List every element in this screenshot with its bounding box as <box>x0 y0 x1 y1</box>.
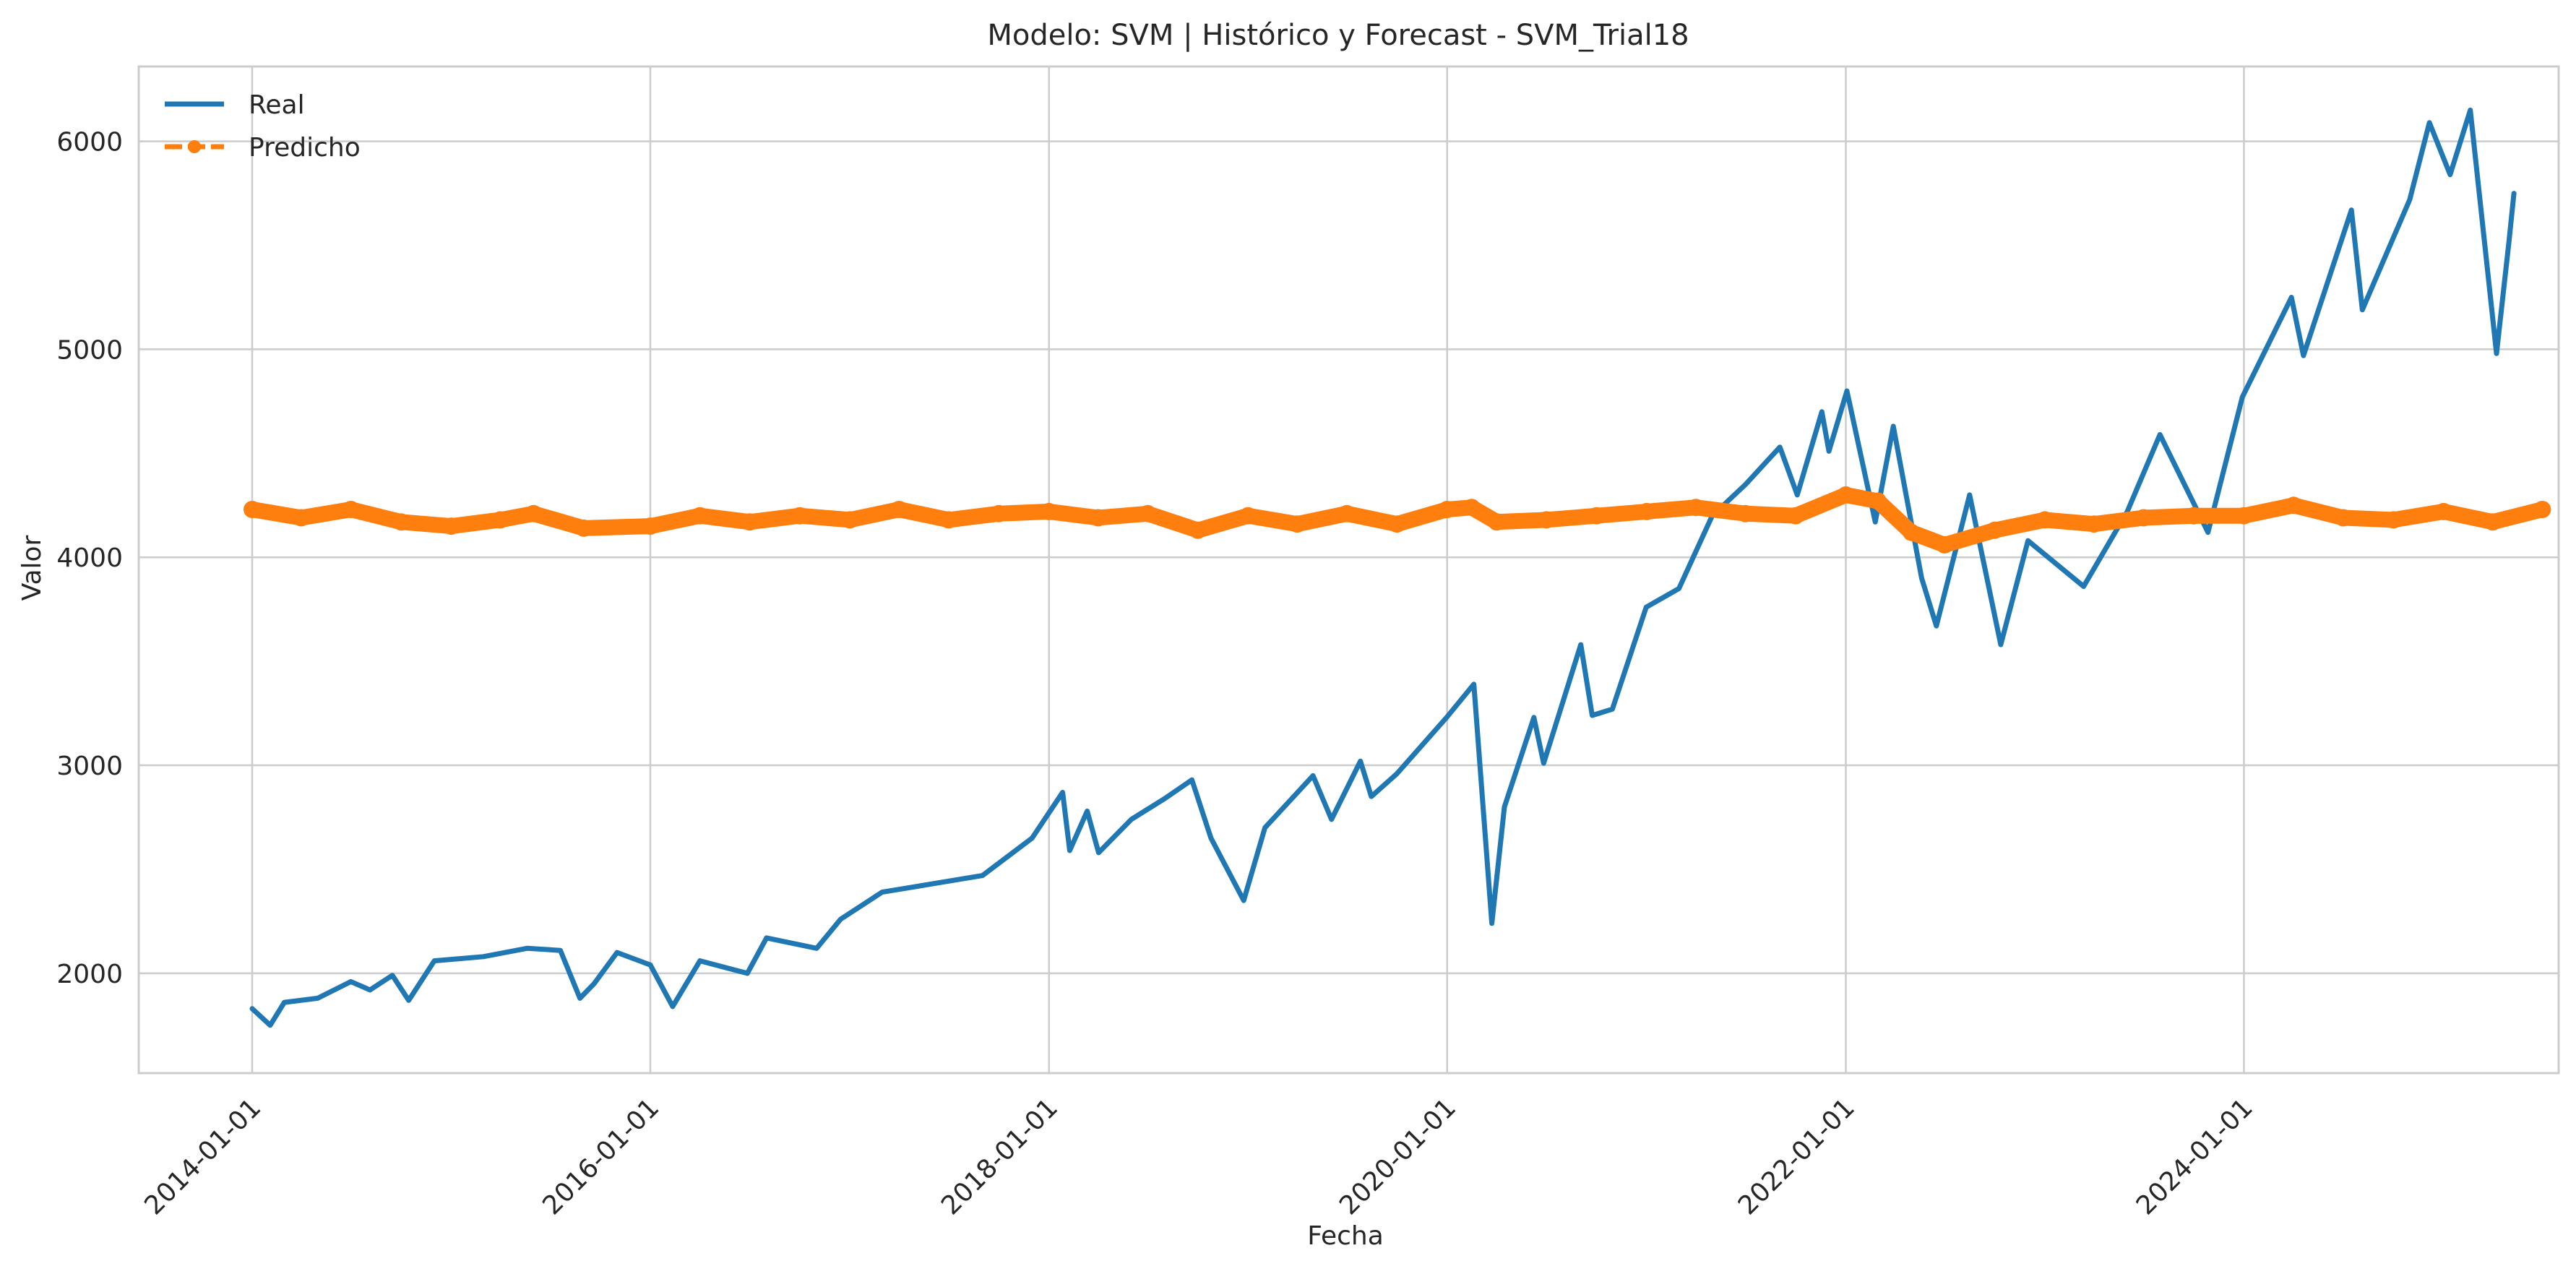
data-point-predicho <box>1488 513 1506 531</box>
data-point-predicho <box>2036 511 2054 529</box>
data-point-predicho <box>1936 536 1954 554</box>
data-point-predicho <box>1189 521 1207 539</box>
data-point-predicho <box>292 509 310 527</box>
data-point-predicho <box>1089 509 1107 527</box>
legend: Real Predicho <box>165 90 361 163</box>
data-point-predicho <box>841 511 859 529</box>
series-line-real <box>249 107 2517 1028</box>
legend-marker-predicho <box>188 140 201 153</box>
plot-frame <box>137 65 2560 1075</box>
series-layer <box>244 107 2551 1028</box>
data-point-predicho <box>1736 504 1754 522</box>
data-point-predicho <box>491 511 509 529</box>
data-point-predicho <box>525 504 543 522</box>
data-point-predicho <box>1438 501 1456 518</box>
data-point-predicho <box>939 511 957 529</box>
data-point-predicho <box>1239 507 1257 525</box>
data-point-predicho <box>2085 515 2103 533</box>
data-point-predicho <box>1337 504 1356 522</box>
data-point-predicho <box>1463 499 1481 517</box>
data-point-predicho <box>1869 492 1887 510</box>
data-point-predicho <box>392 513 410 531</box>
data-point-predicho <box>2285 496 2303 515</box>
data-point-predicho <box>1837 486 1855 504</box>
data-point-predicho <box>1687 499 1705 517</box>
data-point-predicho <box>2434 502 2452 520</box>
data-point-predicho <box>741 513 759 531</box>
data-point-predicho <box>1588 507 1606 525</box>
data-point-predicho <box>890 501 908 518</box>
data-point-predicho <box>1139 504 1157 522</box>
legend-label-predicho: Predicho <box>249 133 361 163</box>
data-point-predicho <box>2484 513 2502 531</box>
y-tick-label: 6000 <box>56 128 123 158</box>
data-point-predicho <box>1288 515 1306 533</box>
data-point-predicho <box>1986 521 2004 539</box>
data-point-predicho <box>442 517 460 535</box>
y-tick-label: 5000 <box>56 335 123 365</box>
data-point-predicho <box>2235 507 2253 525</box>
data-point-predicho <box>642 517 659 535</box>
grid <box>139 66 2559 1073</box>
data-point-predicho <box>574 519 593 537</box>
y-tick-label: 3000 <box>56 752 123 781</box>
y-axis-label: Valor <box>17 535 47 601</box>
data-point-predicho <box>2533 501 2551 518</box>
data-point-predicho <box>1040 502 1058 520</box>
legend-entry-predicho: Predicho <box>165 133 361 163</box>
data-point-predicho <box>691 507 709 525</box>
data-point-predicho <box>2135 509 2153 527</box>
data-point-predicho <box>1388 515 1406 533</box>
data-point-predicho <box>990 504 1008 522</box>
data-point-predicho <box>342 501 360 518</box>
legend-label-real: Real <box>249 90 305 120</box>
chart-title: Modelo: SVM | Histórico y Forecast - SVM… <box>987 19 1689 52</box>
data-point-predicho <box>244 501 261 518</box>
legend-entry-real: Real <box>165 90 305 120</box>
data-point-predicho <box>2185 507 2202 525</box>
x-axis-label: Fecha <box>1307 1221 1384 1251</box>
data-point-predicho <box>1638 502 1655 520</box>
y-tick-label: 4000 <box>56 543 123 573</box>
data-point-predicho <box>1538 511 1556 529</box>
data-point-predicho <box>1787 507 1804 525</box>
data-point-predicho <box>1903 523 1921 541</box>
data-point-predicho <box>791 507 809 525</box>
data-point-predicho <box>2334 509 2352 527</box>
data-point-predicho <box>2385 511 2403 529</box>
y-tick-label: 2000 <box>56 960 123 989</box>
